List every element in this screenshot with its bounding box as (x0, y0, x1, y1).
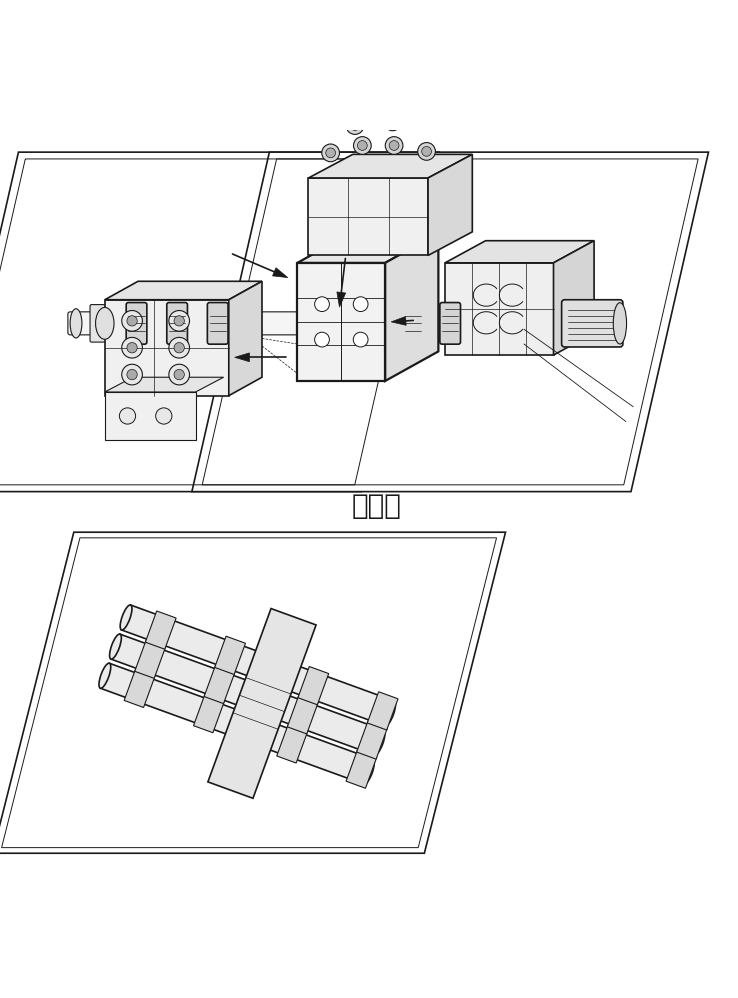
Polygon shape (0, 152, 439, 492)
Polygon shape (105, 392, 196, 440)
Circle shape (174, 315, 184, 326)
Circle shape (384, 113, 401, 131)
Ellipse shape (384, 701, 396, 726)
Polygon shape (298, 667, 328, 705)
Polygon shape (229, 281, 262, 395)
Circle shape (325, 148, 336, 158)
Polygon shape (235, 353, 249, 361)
Ellipse shape (373, 730, 385, 755)
Circle shape (169, 337, 190, 358)
Circle shape (174, 369, 184, 380)
Polygon shape (308, 178, 428, 255)
Circle shape (385, 137, 403, 155)
Circle shape (169, 310, 190, 331)
Circle shape (122, 310, 142, 331)
Polygon shape (445, 241, 594, 262)
Circle shape (314, 296, 329, 311)
Polygon shape (554, 241, 594, 355)
Polygon shape (356, 721, 387, 759)
Polygon shape (111, 634, 384, 755)
Ellipse shape (120, 605, 132, 630)
Polygon shape (105, 299, 229, 395)
FancyBboxPatch shape (403, 302, 424, 344)
FancyBboxPatch shape (207, 302, 228, 344)
FancyBboxPatch shape (68, 311, 300, 335)
Circle shape (314, 332, 329, 347)
Polygon shape (297, 262, 385, 381)
Ellipse shape (362, 759, 374, 784)
Polygon shape (208, 609, 316, 798)
FancyBboxPatch shape (440, 302, 461, 344)
Polygon shape (428, 155, 472, 255)
Circle shape (421, 147, 432, 157)
Polygon shape (105, 281, 262, 299)
Polygon shape (192, 152, 708, 492)
Polygon shape (272, 267, 288, 277)
Polygon shape (368, 692, 398, 730)
Circle shape (127, 342, 137, 353)
Circle shape (120, 408, 136, 424)
Ellipse shape (109, 634, 121, 659)
Polygon shape (0, 532, 506, 853)
Polygon shape (346, 749, 377, 788)
Circle shape (156, 408, 172, 424)
Circle shape (354, 296, 368, 311)
Polygon shape (204, 666, 235, 704)
Circle shape (322, 144, 339, 162)
Ellipse shape (70, 308, 82, 338)
Circle shape (357, 141, 368, 151)
Polygon shape (385, 234, 438, 381)
Polygon shape (215, 636, 246, 675)
Polygon shape (337, 292, 345, 307)
Polygon shape (193, 695, 224, 733)
Polygon shape (391, 316, 406, 325)
Polygon shape (105, 377, 224, 392)
Ellipse shape (96, 307, 114, 339)
Polygon shape (308, 155, 472, 178)
FancyBboxPatch shape (126, 302, 147, 344)
Circle shape (174, 342, 184, 353)
Circle shape (127, 315, 137, 326)
Polygon shape (100, 664, 373, 784)
Ellipse shape (613, 302, 627, 344)
Circle shape (350, 121, 360, 131)
FancyBboxPatch shape (167, 302, 187, 344)
Circle shape (418, 143, 435, 161)
Polygon shape (287, 696, 318, 734)
FancyBboxPatch shape (383, 311, 585, 335)
Polygon shape (135, 640, 165, 679)
FancyBboxPatch shape (562, 299, 623, 347)
Polygon shape (124, 670, 155, 708)
Circle shape (122, 364, 142, 385)
Polygon shape (297, 234, 438, 262)
FancyBboxPatch shape (90, 304, 120, 342)
Polygon shape (277, 725, 308, 763)
Circle shape (122, 337, 142, 358)
Polygon shape (445, 262, 554, 355)
Circle shape (127, 369, 137, 380)
Ellipse shape (99, 664, 111, 689)
Circle shape (346, 117, 364, 135)
Circle shape (354, 137, 371, 155)
Circle shape (387, 117, 398, 127)
Circle shape (389, 141, 399, 151)
Circle shape (169, 364, 190, 385)
Circle shape (354, 332, 368, 347)
Polygon shape (122, 605, 394, 726)
Text: 前置级: 前置级 (351, 492, 401, 520)
Polygon shape (145, 611, 176, 650)
